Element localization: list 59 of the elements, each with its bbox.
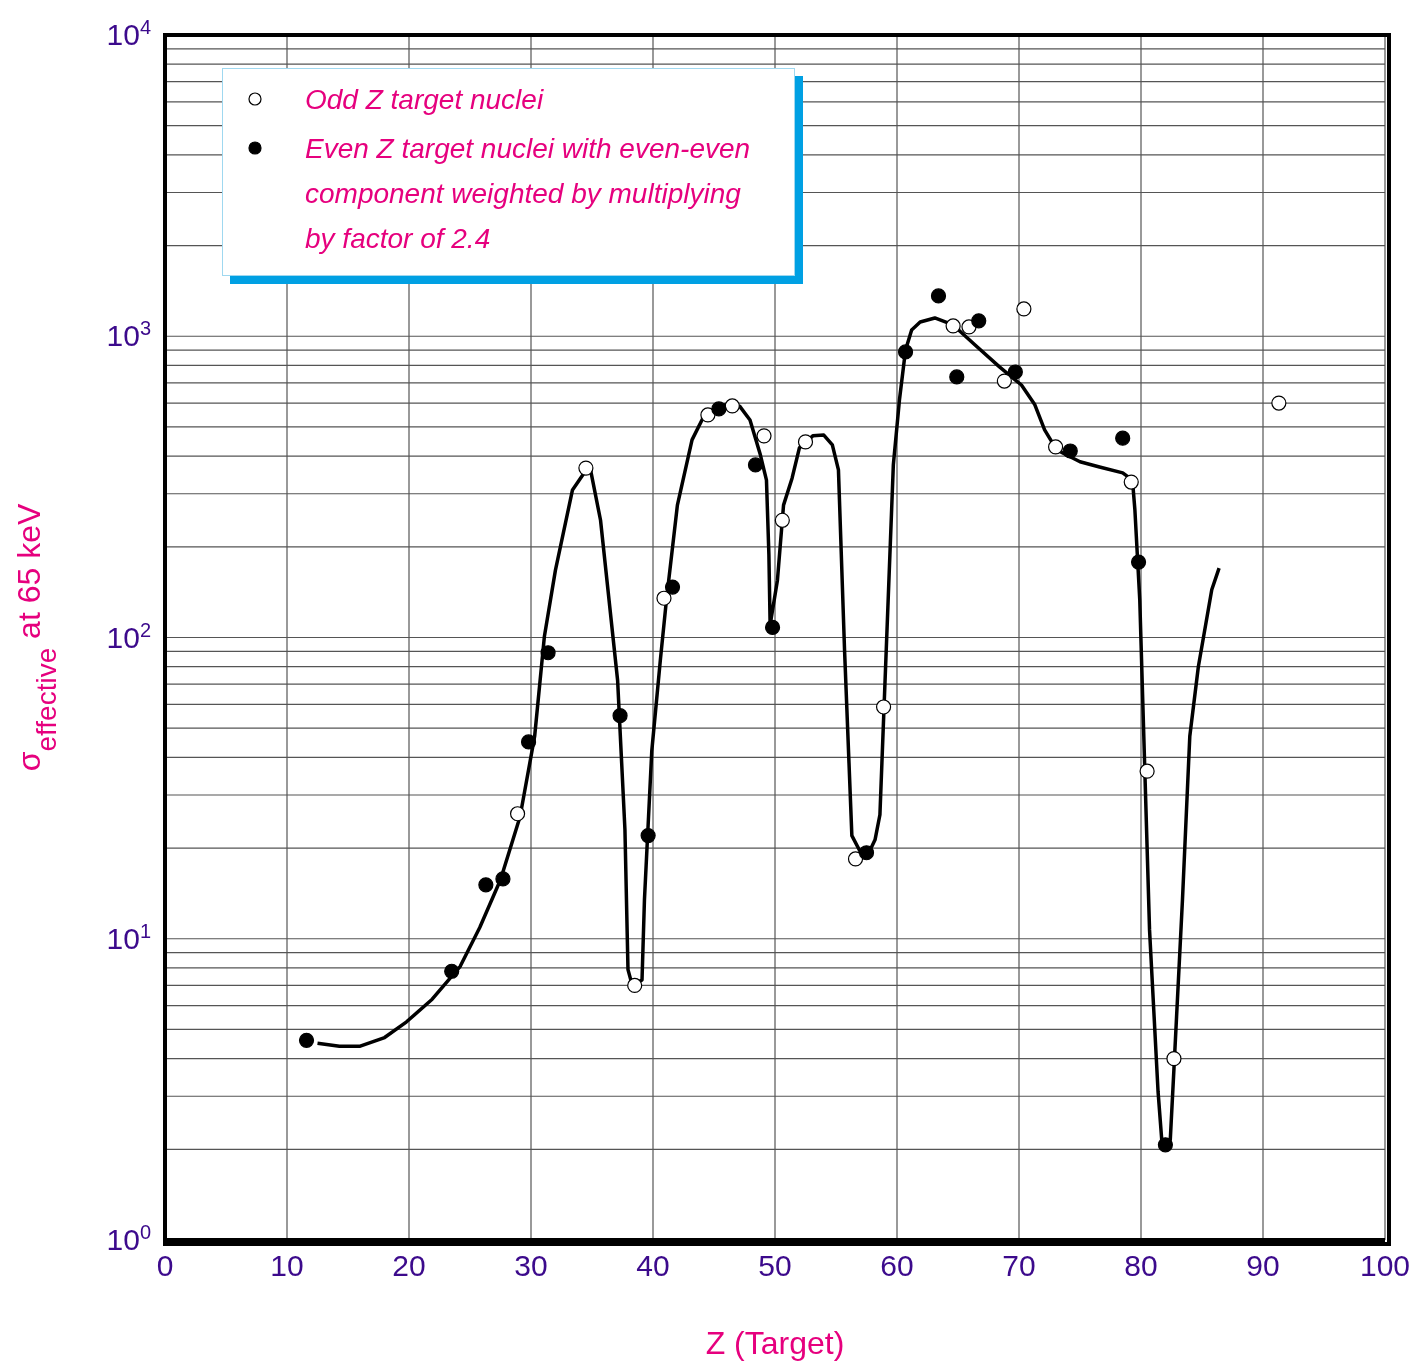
point — [774, 512, 790, 528]
y-tick-label: 10$^{3}$ — [106, 317, 151, 353]
point — [1016, 301, 1032, 317]
point — [612, 708, 628, 724]
x-axis-title: Z (Target) — [705, 1325, 845, 1361]
point — [1007, 364, 1023, 380]
y-tick-label: 10$^{2}$ — [106, 618, 151, 654]
point — [1139, 763, 1155, 779]
x-tick-label: 40 — [636, 1249, 670, 1282]
point — [700, 407, 716, 423]
point — [949, 369, 965, 385]
point — [1166, 1051, 1182, 1067]
x-tick-label: 0 — [156, 1249, 174, 1282]
x-tick-label: 80 — [1124, 1249, 1158, 1282]
point — [478, 877, 494, 893]
point — [520, 734, 537, 750]
legend-label: Odd Z target nuclei — [305, 83, 545, 117]
point — [540, 645, 556, 661]
point — [298, 1032, 315, 1048]
point — [1048, 439, 1064, 455]
point — [1157, 1137, 1173, 1153]
point — [1062, 443, 1078, 459]
point — [724, 398, 740, 414]
y-tick-label: 10$^{0}$ — [106, 1221, 151, 1256]
point — [1271, 395, 1287, 411]
point — [1130, 554, 1147, 570]
point — [627, 977, 643, 994]
point — [797, 434, 814, 450]
x-tick-label: 30 — [514, 1249, 548, 1282]
point — [897, 344, 914, 360]
x-tick-label: 70 — [1002, 1249, 1036, 1282]
point — [711, 401, 727, 417]
y-tick-label: 10$^{4}$ — [106, 16, 151, 51]
x-tick-label: 100 — [1359, 1249, 1411, 1282]
x-tick-label: 60 — [880, 1249, 914, 1282]
point — [875, 699, 892, 715]
point — [578, 460, 594, 476]
legend-label: Even Z target nuclei with even-even component weighted by multiplying by factor of 2.4 — [305, 132, 752, 256]
point — [996, 373, 1012, 389]
point — [945, 318, 961, 334]
point — [764, 619, 781, 636]
y-tick-label: 10$^{1}$ — [106, 919, 151, 955]
x-tick-label: 10 — [270, 1249, 304, 1282]
point — [509, 806, 526, 822]
point — [664, 579, 681, 595]
point — [640, 828, 656, 844]
point — [495, 871, 511, 887]
x-tick-label: 50 — [758, 1249, 792, 1282]
point — [444, 963, 460, 979]
point — [971, 313, 987, 329]
point — [656, 590, 672, 606]
point — [747, 457, 764, 473]
point — [1115, 430, 1131, 446]
point — [930, 288, 947, 304]
point — [1123, 474, 1139, 490]
point — [858, 845, 875, 861]
point — [756, 428, 772, 444]
x-tick-label: 20 — [392, 1249, 426, 1282]
x-tick-label: 90 — [1246, 1249, 1280, 1282]
